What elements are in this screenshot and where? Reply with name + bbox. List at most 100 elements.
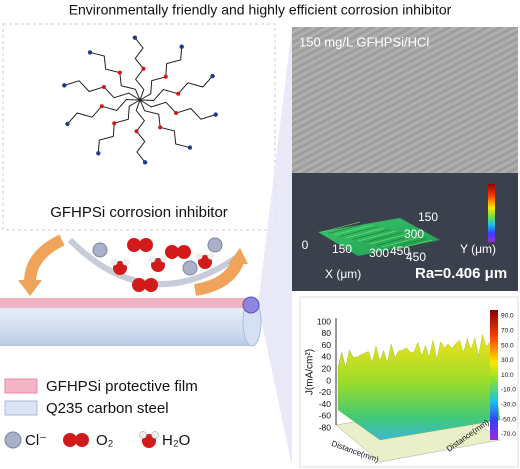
legend-swatch-film: [4, 378, 38, 394]
hydrogen: [160, 255, 168, 263]
z-tick-label: -20: [319, 387, 332, 397]
arrow-right: [193, 259, 244, 296]
bond: [139, 99, 216, 120]
atom-r: [112, 121, 117, 126]
surface-stripe: [339, 226, 379, 237]
surface: [337, 334, 501, 441]
surface-stripe: [333, 224, 373, 236]
colorbar-tick-label: 30.0: [501, 357, 514, 364]
oxygen: [177, 245, 191, 259]
chloride: [182, 260, 198, 276]
atom-n: [213, 112, 218, 117]
colorbar-tick-label: -10.0: [501, 387, 516, 394]
atom-r: [158, 125, 163, 130]
atom-n: [179, 44, 184, 49]
water: [151, 258, 165, 272]
colorbar-tick-label: 70.0: [501, 328, 514, 335]
chloride-icon: [4, 431, 22, 449]
x-tick-label: 0: [302, 238, 309, 252]
oxygen: [139, 238, 153, 252]
colorbar-tick-label: 50.0: [501, 342, 514, 349]
water-icon: [151, 431, 159, 439]
y-tick-label: 450: [390, 244, 410, 258]
species-label: Cl⁻: [25, 432, 47, 449]
atom-n: [96, 151, 101, 156]
surface: [318, 218, 440, 256]
atom-n: [132, 35, 138, 40]
corrosion-scene: [0, 234, 262, 347]
x-tick-label: 450: [406, 250, 426, 264]
colorbar-tick-label: 90.0: [501, 313, 514, 320]
surface-stripe: [321, 221, 361, 233]
atom-n: [62, 83, 67, 88]
molecule-label: GFHPSi corrosion inhibitor: [50, 204, 228, 221]
micrograph-label: 150 mg/L GFHPSi/HCl: [299, 34, 429, 49]
surface-stripe: [387, 238, 427, 249]
atom-n: [65, 121, 70, 127]
zoom-cone: [258, 28, 292, 466]
y-tick-label: 150: [418, 210, 438, 224]
micrograph: [292, 27, 518, 173]
water: [113, 261, 127, 275]
oxygen-icon: [63, 433, 77, 447]
oxygen-icon: [75, 433, 89, 447]
z-tick-label: -80: [319, 422, 332, 432]
arrow-left: [24, 234, 65, 283]
hydrogen: [110, 258, 118, 266]
bond: [89, 51, 141, 101]
atom-n: [142, 160, 148, 165]
hydrogen: [122, 258, 130, 266]
molecule-panel: [2, 23, 276, 231]
protective-film: [0, 298, 252, 308]
colorbar-tick-label: -50.0: [501, 416, 516, 423]
hydrogen: [195, 252, 203, 260]
colorbar-tick-label: -70.0: [501, 431, 516, 438]
surface-stripe: [351, 229, 391, 240]
z-tick-label: 100: [317, 316, 331, 326]
oxygen: [127, 238, 141, 252]
arrow-head: [18, 280, 42, 296]
colorbar-tick-label: 10.0: [501, 372, 514, 379]
roughness-value: Ra=0.406 μm: [415, 265, 507, 282]
species-label: H₂O: [162, 432, 190, 449]
bond: [139, 99, 191, 149]
z-tick-label: 0: [326, 375, 331, 385]
z-tick-label: 20: [322, 363, 332, 373]
surface-stripe: [381, 236, 421, 248]
hydrogen: [207, 252, 215, 260]
atom-r: [134, 129, 139, 134]
atom-n: [210, 73, 215, 79]
atom-r: [99, 104, 104, 109]
surface-stripe: [375, 235, 415, 246]
surface-stripe: [399, 241, 439, 252]
z-tick-label: 60: [322, 340, 332, 350]
y-axis-title: Y (μm): [460, 242, 496, 256]
colorbar-tick-label: -30.0: [501, 402, 516, 409]
x-axis-title: X (μm): [325, 267, 361, 281]
atom-r: [174, 111, 179, 116]
chloride: [92, 242, 108, 258]
surface-stripe: [363, 232, 403, 243]
surface-stripe: [393, 239, 433, 251]
surface-stripe: [345, 227, 385, 239]
surface-stripe: [327, 223, 367, 234]
atom-r: [101, 84, 106, 89]
x-tick-label: 300: [369, 246, 389, 260]
water-icon: [139, 431, 147, 439]
z-tick-label: 80: [322, 328, 332, 338]
z-tick-label: -60: [319, 411, 332, 421]
atom-n: [87, 50, 93, 55]
molecule-structure: [62, 35, 218, 165]
bond: [64, 80, 141, 101]
x-tick-label: 150: [332, 242, 352, 256]
y-tick-label: 300: [404, 227, 424, 241]
oxygen: [144, 278, 158, 292]
water: [198, 255, 212, 269]
surface-stripe: [357, 230, 397, 242]
atom-r: [141, 66, 146, 71]
zoom-spot: [242, 296, 260, 314]
z-tick-label: -40: [319, 399, 332, 409]
